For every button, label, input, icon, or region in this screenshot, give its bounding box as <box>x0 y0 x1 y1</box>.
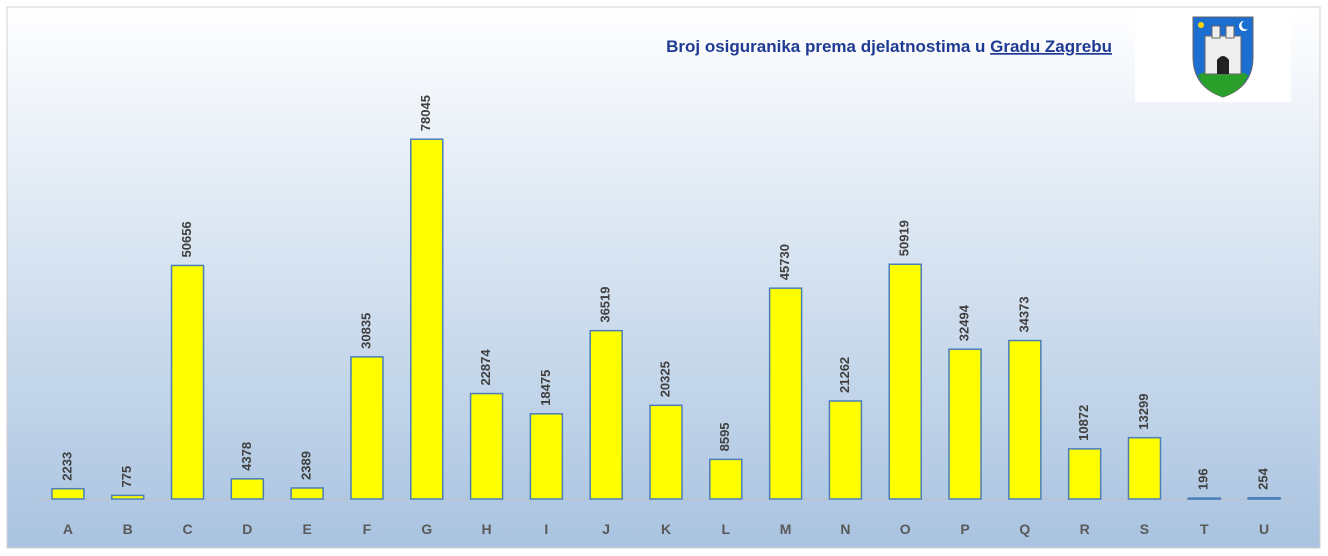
chart-title: Broj osiguranika prema djelatnostima u G… <box>666 37 1112 56</box>
value-label: 2389 <box>299 451 314 480</box>
x-tick-label: U <box>1259 521 1269 537</box>
bar <box>948 348 982 500</box>
bar <box>110 494 145 500</box>
value-label: 30835 <box>358 313 373 349</box>
bar <box>709 458 743 500</box>
bar <box>1127 436 1162 500</box>
bar <box>888 263 922 500</box>
value-label: 196 <box>1196 468 1211 490</box>
value-label: 21262 <box>837 357 852 393</box>
bar <box>649 404 683 500</box>
bar <box>350 356 384 500</box>
bar <box>1187 497 1222 500</box>
title-text: Broj osiguranika prema djelatnostima u <box>666 37 985 56</box>
x-tick-label: M <box>780 521 792 537</box>
value-label: 32494 <box>956 304 971 341</box>
coat-of-arms <box>1135 10 1291 102</box>
bar <box>290 487 324 500</box>
value-label: 45730 <box>777 244 792 280</box>
x-tick-label: R <box>1080 521 1090 537</box>
x-tick-label: C <box>182 521 192 537</box>
value-label: 10872 <box>1076 405 1091 441</box>
value-label: 50656 <box>179 221 194 257</box>
bar <box>589 329 623 500</box>
x-tick-label: H <box>482 521 492 537</box>
bar <box>469 392 504 500</box>
bar <box>170 264 205 500</box>
value-label: 13299 <box>1136 394 1151 430</box>
x-tick-label: N <box>840 521 850 537</box>
value-label: 50919 <box>897 220 912 256</box>
x-tick-label: I <box>544 521 548 537</box>
value-label: 4378 <box>239 442 254 471</box>
value-label: 34373 <box>1016 296 1031 332</box>
x-tick-label: P <box>960 521 969 537</box>
x-tick-label: O <box>900 521 911 537</box>
value-label: 18475 <box>538 370 553 406</box>
title-link: Gradu Zagrebu <box>990 37 1112 56</box>
x-tick-label: D <box>242 521 252 537</box>
x-tick-label: S <box>1140 521 1149 537</box>
x-tick-label: K <box>661 521 671 537</box>
bar <box>768 287 803 500</box>
value-label: 2233 <box>59 452 74 481</box>
bar <box>1067 448 1102 500</box>
value-label: 20325 <box>657 361 672 397</box>
value-label: 78045 <box>418 95 433 131</box>
value-label: 254 <box>1256 467 1271 489</box>
x-tick-label: B <box>123 521 133 537</box>
bar <box>51 487 85 500</box>
x-tick-label: L <box>722 521 731 537</box>
x-tick-label: J <box>602 521 610 537</box>
x-tick-label: Q <box>1019 521 1030 537</box>
x-tick-label: E <box>302 521 311 537</box>
value-label: 775 <box>119 466 134 488</box>
bar <box>1247 497 1281 500</box>
x-tick-label: T <box>1200 521 1209 537</box>
value-label: 22874 <box>478 349 493 386</box>
value-label: 36519 <box>598 286 613 322</box>
bar <box>410 138 444 500</box>
value-label: 8595 <box>717 422 732 451</box>
bar <box>828 400 863 500</box>
x-tick-label: F <box>363 521 372 537</box>
bar <box>1008 339 1042 500</box>
x-tick-label: A <box>63 521 73 537</box>
x-tick-label: G <box>421 521 432 537</box>
bar <box>529 413 564 500</box>
bar <box>230 478 265 500</box>
